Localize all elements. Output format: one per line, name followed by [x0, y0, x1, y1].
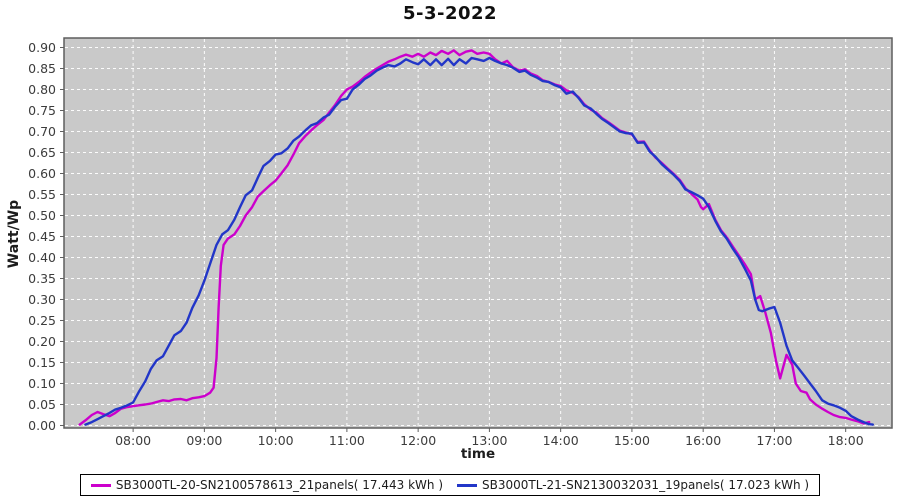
y-tick-label: 0.45: [28, 229, 56, 244]
y-tick-label: 0.10: [28, 376, 56, 391]
y-tick-label: 0.80: [28, 82, 56, 97]
x-tick-label: 14:00: [543, 433, 579, 448]
y-tick-label: 0.55: [28, 187, 56, 202]
y-tick-label: 0.15: [28, 355, 56, 370]
y-tick-label: 0.75: [28, 103, 56, 118]
y-tick-label: 0.25: [28, 313, 56, 328]
y-tick-label: 0.30: [28, 292, 56, 307]
y-tick-label: 0.50: [28, 208, 56, 223]
y-tick-label: 0.00: [28, 418, 56, 433]
legend-entry-sb3000tl-20: SB3000TL-20-SN2100578613_21panels( 17.44…: [90, 478, 443, 492]
y-tick-label: 0.35: [28, 271, 56, 286]
legend-label: SB3000TL-20-SN2100578613_21panels( 17.44…: [115, 478, 443, 492]
x-tick-label: 15:00: [614, 433, 650, 448]
y-tick-label: 0.65: [28, 145, 56, 160]
plot-background: [64, 38, 892, 428]
x-axis-title: time: [460, 446, 496, 462]
chart-title: 5-3-2022: [402, 3, 498, 24]
plot-border: [63, 37, 893, 429]
legend: SB3000TL-20-SN2100578613_21panels( 17.44…: [0, 474, 900, 496]
legend-label: SB3000TL-21-SN2130032031_19panels( 17.02…: [482, 478, 810, 492]
y-tick-label: 0.70: [28, 124, 56, 139]
x-tick-label: 08:00: [115, 433, 151, 448]
x-tick-label: 11:00: [329, 433, 365, 448]
y-tick-label: 0.60: [28, 166, 56, 181]
x-tick-label: 18:00: [828, 433, 864, 448]
y-tick-label: 0.85: [28, 61, 56, 76]
legend-box: SB3000TL-20-SN2100578613_21panels( 17.44…: [79, 474, 821, 496]
legend-line-swatch-blue-icon: [457, 483, 477, 487]
series-line-sb3000tl-20: [78, 49, 871, 426]
x-tick-label: 10:00: [258, 433, 294, 448]
series-line-sb3000tl-21: [84, 56, 874, 426]
x-tick-label: 12:00: [400, 433, 436, 448]
y-tick-label: 0.90: [28, 40, 56, 55]
x-tick-label: 16:00: [685, 433, 721, 448]
y-tick-label: 0.20: [28, 334, 56, 349]
y-tick-label: 0.40: [28, 250, 56, 265]
legend-line-swatch-magenta-icon: [90, 483, 111, 487]
y-axis-title: Watt/Wp: [6, 199, 22, 269]
x-tick-label: 17:00: [756, 433, 792, 448]
x-tick-label: 09:00: [186, 433, 222, 448]
y-tick-label: 0.05: [28, 397, 56, 412]
legend-entry-sb3000tl-21: SB3000TL-21-SN2130032031_19panels( 17.02…: [457, 478, 809, 492]
x-tick-label: 13:00: [471, 433, 507, 448]
